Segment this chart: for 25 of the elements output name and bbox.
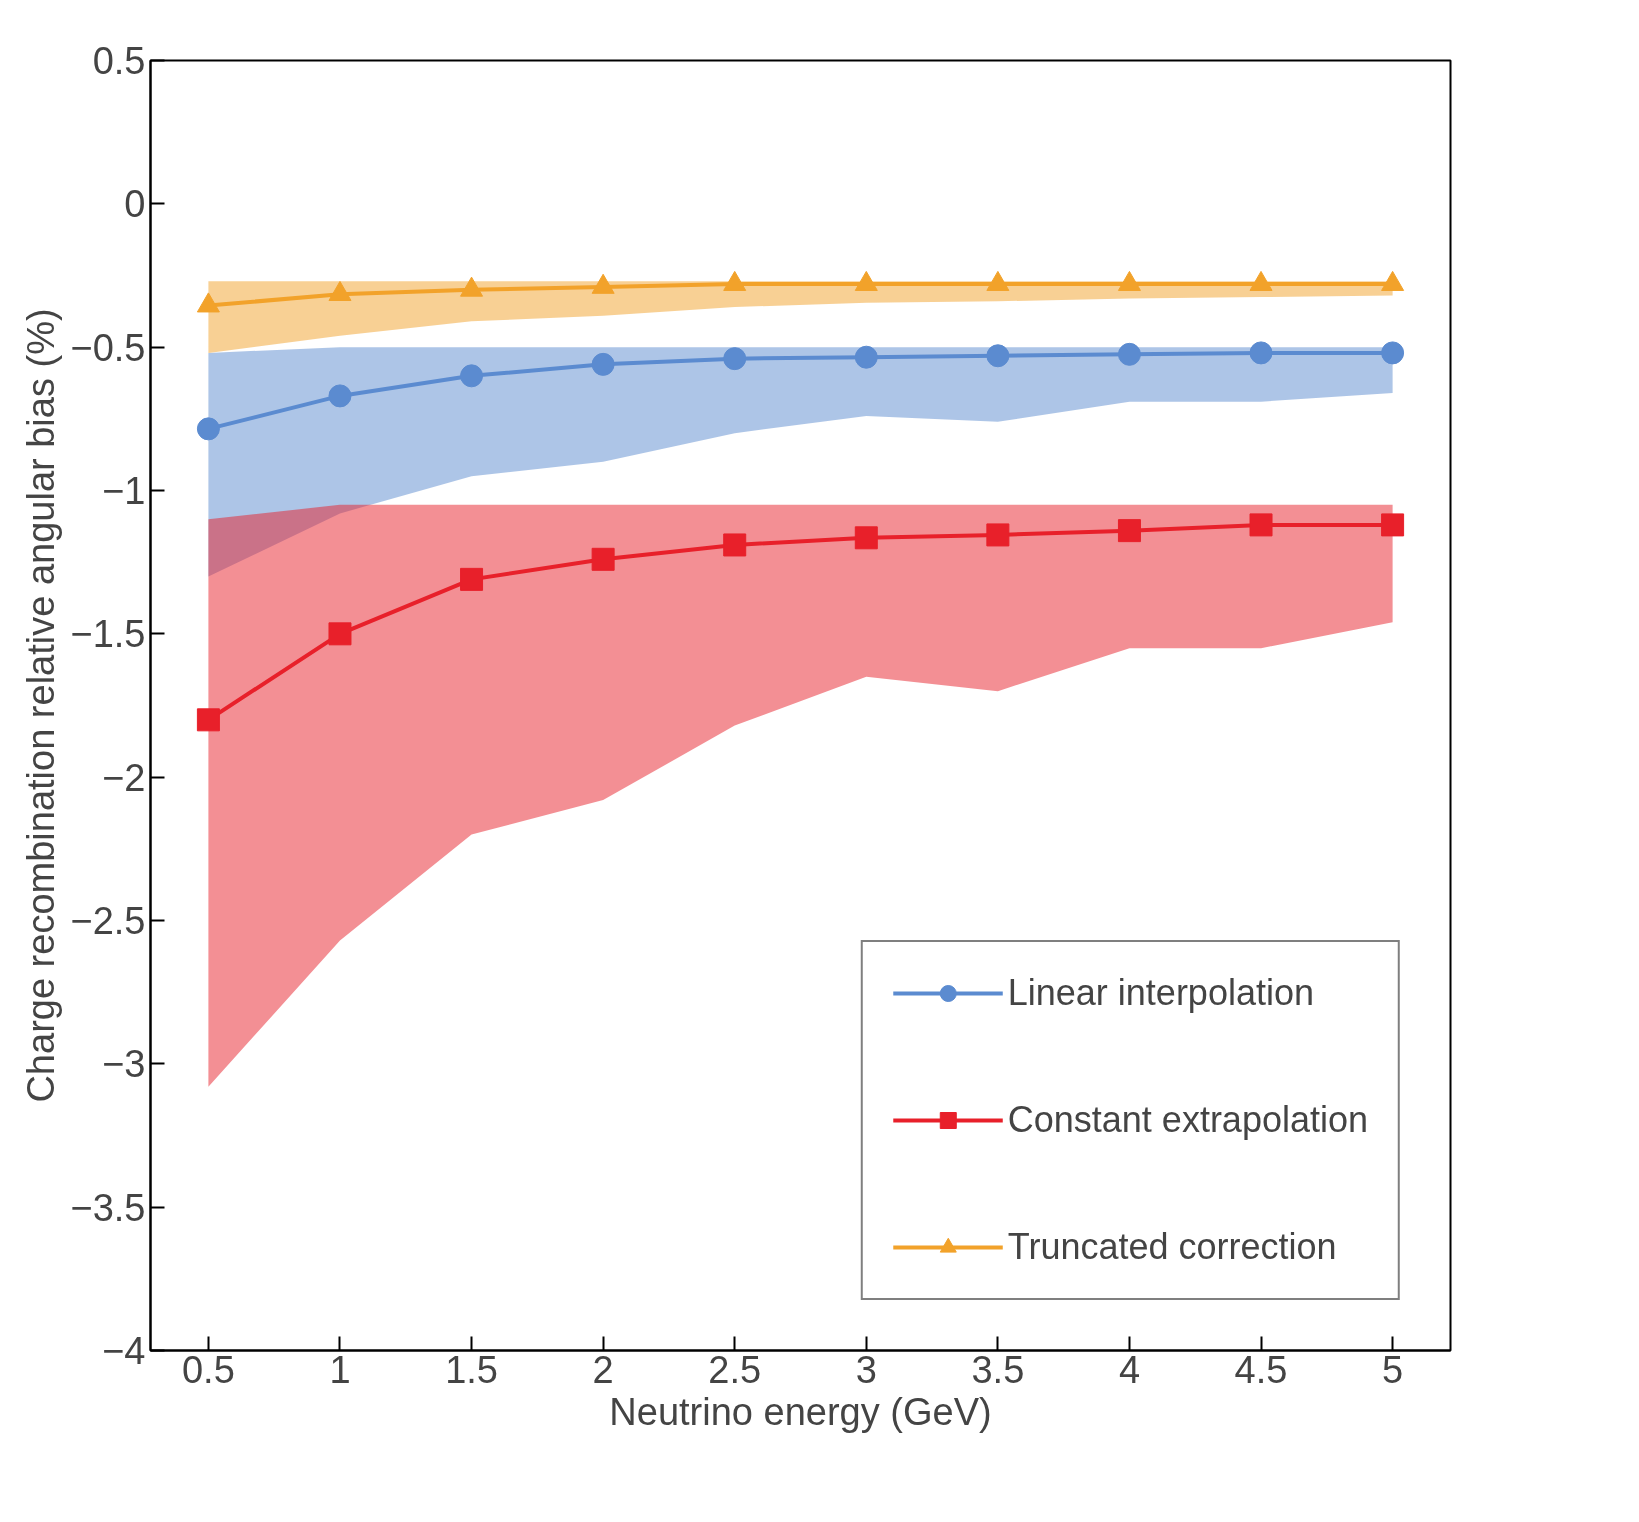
x-tick-label: 4 — [1118, 1348, 1141, 1391]
legend-label: Truncated correction — [1007, 1226, 1337, 1268]
y-tick-label: −1.5 — [70, 613, 146, 656]
x-tick-label: 3 — [855, 1348, 877, 1391]
y-tick-label: −3.5 — [70, 1186, 146, 1229]
y-tick-label: −1 — [102, 470, 146, 512]
x-tick-label: 3.5 — [971, 1348, 1025, 1391]
x-tick-label: 0.5 — [181, 1348, 235, 1391]
x-tick-label: 2 — [592, 1348, 614, 1391]
y-tick-label: −2 — [102, 756, 146, 799]
x-tick-label: 2.5 — [708, 1348, 762, 1391]
y-tick-label: −3 — [102, 1043, 146, 1086]
x-tick-label: 1 — [329, 1348, 351, 1391]
y-tick-label: −4 — [102, 1330, 146, 1372]
y-tick-label: −0.5 — [70, 326, 146, 369]
x-axis-title: Neutrino energy (GeV) — [609, 1390, 992, 1433]
legend-label: Constant extrapolation — [1007, 1099, 1368, 1141]
legend-label: Linear interpolation — [1007, 972, 1314, 1014]
x-tick-label: 4.5 — [1234, 1348, 1288, 1391]
x-tick-label: 1.5 — [445, 1348, 498, 1391]
y-tick-label: 0.5 — [92, 40, 146, 82]
y-tick-label: −2.5 — [70, 900, 146, 942]
y-tick-label: 0 — [124, 183, 146, 226]
x-tick-label: 5 — [1382, 1348, 1404, 1391]
y-axis-title: Charge recombination relative angular bias (%) — [20, 308, 63, 1103]
